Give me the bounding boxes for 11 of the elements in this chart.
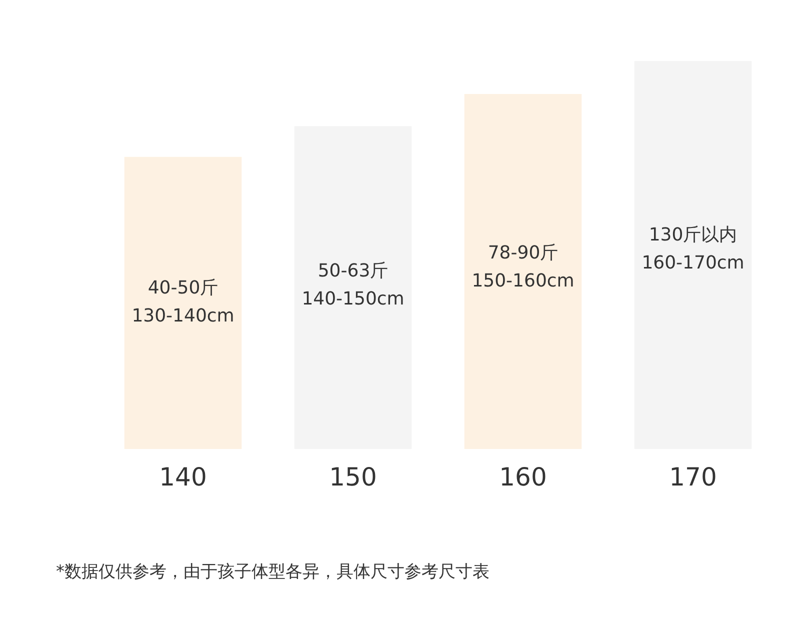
annotation: 78-90斤 150-160cm: [472, 242, 574, 292]
annotation: 130斤以内 160-170cm: [642, 224, 744, 274]
bar: [124, 156, 242, 449]
x-tick-label: 170: [669, 462, 717, 492]
x-tick-label: 140: [159, 462, 207, 492]
x-tick-label: 150: [329, 462, 377, 492]
text: *数据仅供参考，由于孩子体型各异，具体尺寸参考尺寸表: [56, 562, 490, 582]
annotation: 40-50斤 130-140cm: [132, 277, 234, 326]
x-tick-label: 160: [499, 462, 547, 492]
annotation: 50-63斤 140-150cm: [302, 260, 404, 310]
bar: [464, 94, 582, 449]
